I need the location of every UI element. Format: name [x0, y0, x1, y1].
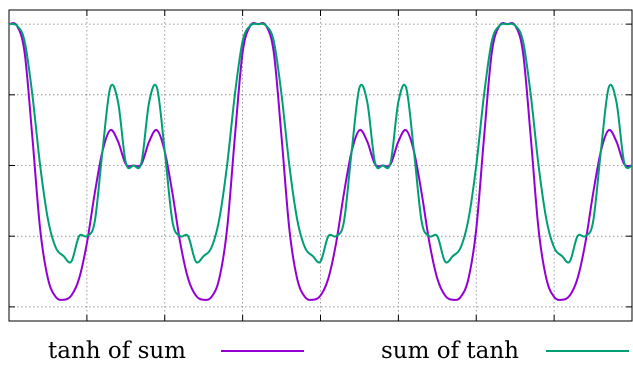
legend-label-sum-of-tanh: sum of tanh	[381, 338, 519, 364]
series-line-sum-of-tanh	[8, 22, 633, 264]
legend-label-tanh-of-sum: tanh of sum	[48, 338, 186, 364]
series-lines	[8, 22, 633, 301]
series-line-tanh-of-sum	[8, 22, 633, 301]
legend: tanh of sum sum of tanh	[48, 338, 629, 364]
